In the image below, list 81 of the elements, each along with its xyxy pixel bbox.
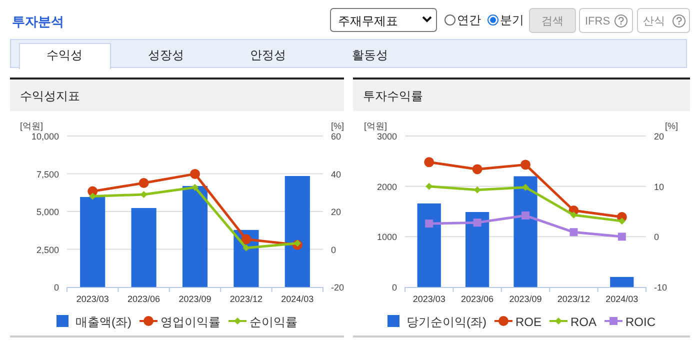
- point: [192, 184, 198, 191]
- bar: [465, 212, 490, 287]
- point: [190, 168, 200, 179]
- legend-label: ROE: [515, 315, 542, 329]
- y-tick-label: 10,000: [31, 132, 59, 142]
- y-axis-title: [억원]: [20, 121, 44, 131]
- point: [294, 240, 301, 247]
- y2-tick-label: 20: [654, 132, 664, 142]
- text: 주재무제표: [338, 14, 398, 28]
- y2-tick-label: 0: [654, 232, 660, 242]
- y2-tick-label: 60: [331, 132, 342, 142]
- x-tick-label: 2023/06: [128, 294, 160, 304]
- x-tick-label: 2023/12: [230, 294, 262, 304]
- y-tick-label: 0: [54, 282, 59, 292]
- x-tick-label: 2023/06: [461, 294, 494, 304]
- legend-label: 순이익률: [250, 315, 298, 329]
- text: IFRS: [585, 16, 610, 28]
- bar: [417, 203, 441, 287]
- point: [426, 182, 433, 190]
- legend-label: 영업이익률: [160, 315, 220, 329]
- text: 투자분석: [12, 14, 64, 29]
- point: [570, 228, 578, 236]
- y-tick-label: 7,500: [36, 169, 59, 180]
- y-axis-title: [억원]: [364, 121, 388, 131]
- x-tick-label: 2023/03: [76, 294, 109, 304]
- y2-tick-label: 20: [331, 207, 342, 217]
- text: 검색: [542, 16, 564, 28]
- bar: [80, 197, 106, 287]
- point: [138, 178, 149, 188]
- bar: [610, 276, 634, 287]
- point: [425, 220, 434, 228]
- point: [522, 184, 529, 191]
- y-tick-label: 2000: [376, 182, 397, 192]
- point: [618, 232, 626, 241]
- legend-label: ROA: [570, 315, 597, 329]
- x-tick-label: 2023/09: [509, 294, 542, 304]
- point: [140, 191, 148, 198]
- text: 산식: [643, 16, 665, 28]
- point: [570, 212, 578, 219]
- legend-label: ROIC: [626, 315, 656, 329]
- text: 활동성: [352, 48, 388, 62]
- point: [89, 192, 96, 200]
- text: 수익성: [46, 48, 82, 62]
- y-tick-label: 5,000: [36, 207, 59, 217]
- bar: [131, 208, 156, 287]
- y-tick-label: 0: [392, 282, 397, 292]
- point: [520, 160, 530, 170]
- legend-label: 당기순이익(좌): [406, 315, 486, 329]
- y2-tick-label: 40: [331, 169, 342, 180]
- y2-axis-title: [%]: [665, 121, 678, 131]
- bar: [284, 176, 310, 287]
- legend-label: 매출액(좌): [76, 315, 132, 329]
- x-tick-label: 2023/12: [557, 294, 590, 304]
- y2-tick-label: -20: [331, 282, 344, 292]
- y2-axis-title: [%]: [331, 121, 344, 131]
- x-tick-label: 2024/03: [606, 294, 638, 304]
- y2-tick-label: 10: [654, 182, 664, 192]
- x-tick-label: 2023/03: [412, 294, 446, 304]
- text: 성장성: [148, 48, 184, 62]
- y-tick-label: 3000: [376, 132, 397, 142]
- point: [474, 186, 481, 194]
- x-tick-label: 2023/09: [178, 294, 212, 304]
- point: [522, 212, 530, 220]
- chart-title: 수익성지표: [20, 89, 80, 103]
- point: [242, 244, 250, 252]
- text: 분기: [500, 13, 524, 27]
- point: [424, 157, 434, 168]
- point: [241, 234, 252, 244]
- point: [618, 218, 626, 225]
- y-tick-label: 1000: [376, 232, 397, 242]
- y2-tick-label: 0: [331, 244, 336, 255]
- x-tick-label: 2024/03: [281, 294, 314, 304]
- y-tick-label: 2,500: [36, 244, 59, 255]
- bar: [514, 176, 538, 287]
- text: 연간: [457, 13, 481, 27]
- point: [473, 218, 482, 227]
- point: [472, 164, 482, 174]
- y2-tick-label: -10: [654, 282, 668, 292]
- chart-title: 투자수익률: [363, 89, 423, 103]
- bar: [182, 186, 208, 287]
- text: 안정성: [250, 48, 286, 62]
